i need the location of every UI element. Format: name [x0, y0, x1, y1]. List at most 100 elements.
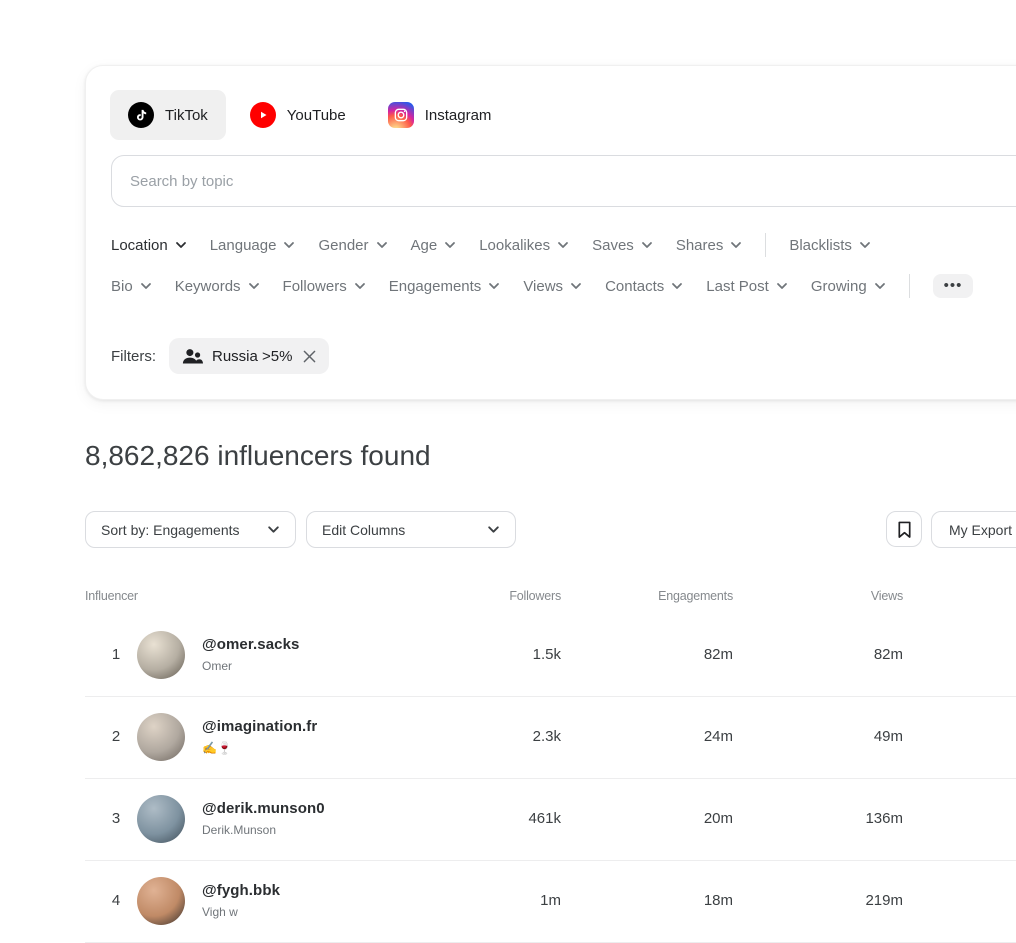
filter-chip-label: Russia >5% [212, 347, 293, 365]
youtube-icon [249, 102, 276, 128]
search-box [111, 155, 1016, 207]
rank-number: 4 [111, 892, 121, 909]
engagements-value: 20m [703, 810, 733, 827]
table-row[interactable]: 3 @derik.munson0 Derik.Munson 461k 20m 1… [85, 779, 1016, 861]
chevron-down-icon [248, 282, 260, 290]
divider [908, 274, 910, 298]
column-header-followers: Followers [509, 589, 561, 603]
my-export-button[interactable]: My Export [931, 511, 1016, 548]
close-icon[interactable] [303, 350, 316, 363]
table-row[interactable]: 4 @fygh.bbk Vigh w 1m 18m 219m [85, 861, 1016, 943]
views-value: 136m [865, 810, 903, 827]
tiktok-icon [128, 102, 154, 128]
filter-label: Keywords [174, 277, 241, 295]
filter-dropdown[interactable]: Growing [811, 278, 886, 295]
chevron-down-icon [557, 241, 569, 249]
filter-dropdown[interactable]: Shares [676, 237, 743, 254]
saved-lists-button[interactable] [886, 511, 922, 547]
filter-dropdown[interactable]: Blacklists [789, 237, 871, 254]
filter-label: Contacts [605, 277, 665, 295]
chevron-down-icon [175, 241, 187, 249]
filter-label: Location [111, 236, 168, 254]
username-link[interactable]: @omer.sacks [202, 636, 300, 653]
sort-by-dropdown[interactable]: Sort by: Engagements [85, 511, 296, 548]
filter-dropdown[interactable]: Saves [592, 237, 653, 254]
chevron-down-icon [859, 241, 871, 249]
username-link[interactable]: @derik.munson0 [202, 800, 325, 817]
influencer-info: @fygh.bbk Vigh w [202, 882, 280, 919]
results-count-heading: 8,862,826 influencers found [85, 440, 431, 471]
followers-value: 1m [540, 892, 561, 909]
filter-chip[interactable]: Russia >5% [169, 338, 330, 374]
influencer-info: @omer.sacks Omer [202, 636, 299, 673]
tab-label: YouTube [286, 106, 346, 124]
filter-label: Views [523, 277, 564, 295]
filter-label: Blacklists [789, 236, 852, 254]
filter-label: Gender [318, 236, 369, 254]
views-value: 82m [873, 646, 903, 663]
filter-label: Age [410, 236, 438, 254]
tab-youtube[interactable]: YouTube [232, 90, 364, 140]
filter-dropdown[interactable]: Age [411, 237, 457, 254]
chevron-down-icon [376, 241, 388, 249]
filter-label: Engagements [388, 277, 482, 295]
avatar [137, 877, 185, 925]
chevron-down-icon [641, 241, 653, 249]
influencer-info: @imagination.fr ✍️🍷 [202, 718, 317, 755]
table-header: Influencer Followers Engagements Views [85, 589, 1016, 607]
engagements-value: 24m [703, 728, 733, 745]
search-filter-card: TikTok YouTube Instagram Location [85, 65, 1016, 400]
filters-label: Filters: [111, 347, 156, 365]
filter-dropdown[interactable]: Location [111, 237, 187, 254]
filter-dropdown[interactable]: Lookalikes [479, 237, 569, 254]
rank-number: 2 [111, 728, 121, 745]
column-header-views: Views [870, 589, 903, 603]
chevron-down-icon [283, 241, 295, 249]
filter-label: Last Post [706, 277, 769, 295]
filter-label: Shares [675, 236, 724, 254]
table-row[interactable]: 2 @imagination.fr ✍️🍷 2.3k 24m 49m [85, 697, 1016, 779]
sort-by-label: Sort by: Engagements [101, 521, 240, 538]
edit-columns-dropdown[interactable]: Edit Columns [306, 511, 516, 548]
active-filters-row: Filters: Russia >5% [111, 338, 330, 374]
avatar [137, 631, 185, 679]
filter-row-1: Location Language Gender Age [111, 230, 871, 260]
tab-tiktok[interactable]: TikTok [110, 90, 226, 140]
table-row[interactable]: 1 @omer.sacks Omer 1.5k 82m 82m [85, 615, 1016, 697]
filter-dropdown[interactable]: Keywords [175, 278, 260, 295]
influencer-table: 1 @omer.sacks Omer 1.5k 82m 82m 2 @imagi… [85, 615, 1016, 943]
filter-row-2: Bio Keywords Followers Engagemen [111, 271, 974, 301]
username-link[interactable]: @fygh.bbk [202, 882, 281, 899]
chevron-down-icon [488, 282, 500, 290]
display-name: Derik.Munson [202, 823, 277, 837]
views-value: 49m [873, 728, 903, 745]
chevron-down-icon [140, 282, 152, 290]
display-name: Vigh w [202, 905, 238, 919]
filter-dropdown[interactable]: Engagements [389, 278, 501, 295]
rank-number: 1 [111, 646, 121, 663]
filter-dropdown[interactable]: Views [523, 278, 582, 295]
search-input[interactable] [111, 155, 1016, 207]
chevron-down-icon [444, 241, 456, 249]
filter-dropdown[interactable]: Last Post [706, 278, 788, 295]
edit-columns-label: Edit Columns [322, 521, 406, 538]
username-link[interactable]: @imagination.fr [202, 718, 318, 735]
filter-dropdown[interactable]: Followers [283, 278, 366, 295]
tab-label: TikTok [165, 106, 208, 124]
divider [765, 233, 767, 257]
filter-dropdown[interactable]: Language [210, 237, 296, 254]
my-export-label: My Export [949, 521, 1013, 538]
tab-instagram[interactable]: Instagram [370, 90, 510, 140]
followers-value: 1.5k [532, 646, 561, 663]
filter-dropdown[interactable]: Gender [318, 237, 387, 254]
more-filters-button[interactable]: ••• [932, 274, 974, 298]
rank-number: 3 [111, 810, 121, 827]
display-name: Omer [202, 659, 232, 673]
influencer-info: @derik.munson0 Derik.Munson [202, 800, 325, 837]
filter-label: Growing [810, 277, 867, 295]
column-header-influencer: Influencer [85, 589, 138, 603]
chevron-down-icon [874, 282, 886, 290]
filter-dropdown[interactable]: Bio [111, 278, 152, 295]
filter-dropdown[interactable]: Contacts [605, 278, 683, 295]
avatar [137, 795, 185, 843]
